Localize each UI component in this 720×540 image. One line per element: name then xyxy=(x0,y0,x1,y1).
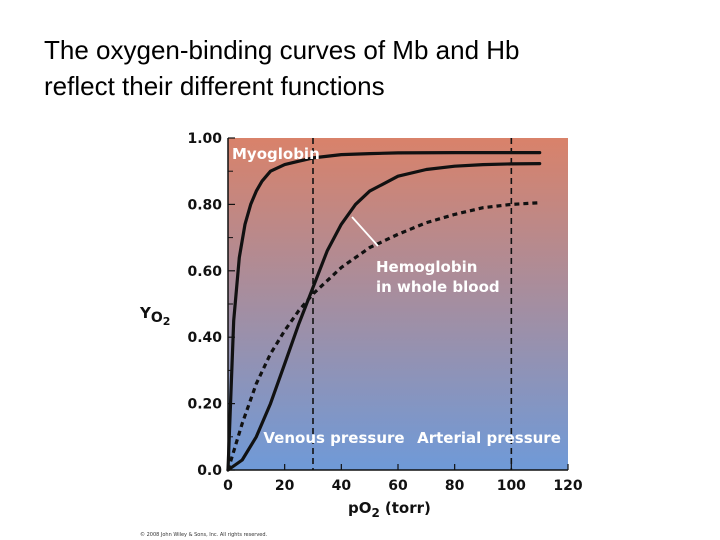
series-label-line-2: in whole blood xyxy=(376,278,500,296)
y-tick-label: 0.0 xyxy=(197,463,222,479)
x-tick-label: 0 xyxy=(223,478,233,494)
x-tick-label: 80 xyxy=(445,478,465,494)
copyright-notice: © 2008 John Wiley & Sons, Inc. All right… xyxy=(140,531,268,538)
reference-lines xyxy=(312,138,513,470)
y-tick-label: 0.20 xyxy=(187,397,222,413)
y-tick-label: 0.60 xyxy=(187,264,222,280)
curve-line xyxy=(226,201,540,471)
y-axis-title-main: Y xyxy=(139,304,152,322)
plot-area xyxy=(228,138,568,470)
y-axis-title: YO2 xyxy=(139,304,170,328)
x-tick-label: 20 xyxy=(275,478,295,494)
curve-line xyxy=(226,162,542,472)
tick-labels: 0.0 0.20 0.40 0.60 0.80 1.00 0 20 40 60 80 100 120 xyxy=(187,131,582,494)
curves xyxy=(226,151,542,472)
y-tick-label: 0.80 xyxy=(187,197,222,213)
y-axis-title-sub2: 2 xyxy=(163,315,171,328)
slide-title: The oxygen-binding curves of Mb and Hb r… xyxy=(44,32,684,104)
x-axis-title: pO2 (torr) xyxy=(348,499,431,520)
x-tick-label: 60 xyxy=(388,478,408,494)
y-tick-label: 0.40 xyxy=(187,330,222,346)
annotations: Myoglobin Hemoglobin in whole blood Venous … xyxy=(232,145,561,447)
x-axis-title-unit: (torr) xyxy=(385,499,431,517)
series-label: Myoglobin xyxy=(232,145,320,163)
x-axis-title-sub: 2 xyxy=(372,506,380,520)
slide-title-line-1: The oxygen-binding curves of Mb and Hb xyxy=(44,35,520,65)
series-label: Hemoglobin xyxy=(376,258,477,276)
reference-line-label: Venous pressure xyxy=(263,429,404,447)
y-tick-label: 1.00 xyxy=(187,131,222,147)
x-tick-label: 40 xyxy=(332,478,352,494)
x-tick-label: 120 xyxy=(553,478,582,494)
curve-line xyxy=(226,151,542,472)
reference-line-label: Arterial pressure xyxy=(417,429,561,447)
y-axis-title-sub: O xyxy=(151,310,163,326)
x-axis-title-main: pO xyxy=(348,499,372,517)
slide-title-line-2: reflect their different functions xyxy=(44,71,385,101)
leader-line xyxy=(351,216,379,247)
x-tick-label: 100 xyxy=(497,478,526,494)
